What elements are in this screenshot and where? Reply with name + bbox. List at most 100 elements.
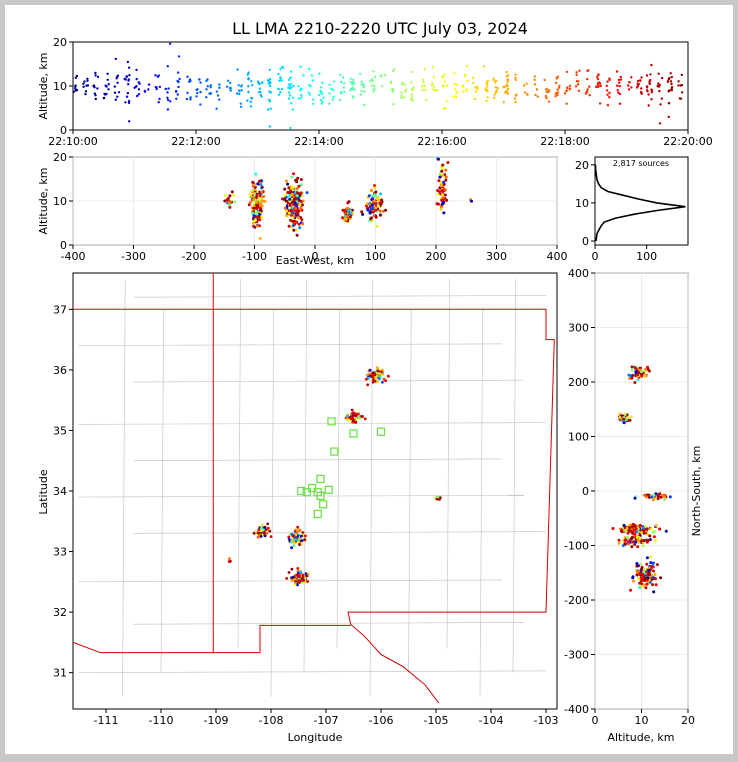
ew-altitude-point — [283, 206, 287, 210]
ns-altitude-point — [639, 576, 643, 580]
ew-altitude-point — [223, 199, 227, 203]
time-altitude-point — [506, 78, 509, 81]
time-altitude-point — [647, 104, 650, 107]
time-altitude-point — [425, 98, 428, 102]
time-altitude-point — [373, 84, 376, 88]
ew-panel-ytick-label: 0 — [60, 239, 67, 252]
time-altitude-point — [229, 89, 232, 92]
ew-altitude-point — [289, 218, 293, 222]
time-altitude-point — [627, 84, 630, 87]
plan-view-point — [295, 573, 299, 577]
time-altitude-point — [189, 96, 192, 99]
plan-view-point — [252, 531, 256, 535]
time-altitude-point — [322, 96, 325, 100]
plan-view-point — [299, 570, 302, 574]
ew-altitude-point — [435, 202, 439, 206]
ew-altitude-point — [439, 207, 443, 211]
time-altitude-point — [352, 78, 355, 82]
time-altitude-point — [86, 84, 90, 87]
ns-altitude-point — [652, 569, 655, 573]
plan-view-point — [435, 497, 439, 501]
time-altitude-point — [565, 102, 568, 105]
ew-altitude-point — [258, 179, 261, 183]
county-line — [133, 379, 525, 383]
time-altitude-point — [616, 84, 619, 87]
time-altitude-point — [268, 90, 271, 93]
ew-altitude-point — [441, 193, 445, 197]
ew-altitude-point — [252, 216, 255, 220]
ns-altitude-point — [630, 545, 634, 549]
county-line — [133, 458, 503, 462]
ew-panel-xtick-label: -300 — [121, 250, 146, 263]
time-altitude-point — [372, 87, 376, 90]
time-altitude-point — [175, 97, 178, 101]
time-altitude-point — [238, 89, 241, 93]
time-altitude-point — [331, 98, 335, 101]
ns-altitude-point — [643, 577, 647, 581]
time-altitude-point — [639, 79, 642, 83]
ew-altitude-point — [360, 210, 364, 214]
time-altitude-point — [246, 99, 249, 102]
ew-altitude-point — [438, 175, 442, 179]
time-altitude-point — [250, 96, 253, 100]
plan-view-point — [269, 535, 273, 538]
plan-view-point — [228, 557, 231, 561]
ew-altitude-point — [290, 184, 294, 188]
ew-altitude-point — [295, 204, 298, 208]
time-altitude-point — [339, 73, 342, 77]
time-altitude-point — [290, 86, 293, 89]
time-altitude-point — [598, 102, 602, 105]
time-altitude-point — [124, 101, 127, 104]
time-altitude-point — [157, 101, 160, 104]
time-altitude-point — [400, 91, 403, 94]
ns-altitude-point — [645, 562, 649, 566]
time-altitude-point — [269, 107, 272, 111]
ew-altitude-point — [284, 179, 288, 183]
ew-altitude-point — [437, 179, 441, 183]
ew-altitude-point — [283, 187, 287, 191]
time-altitude-point — [125, 75, 128, 79]
time-panel-ytick-label: 20 — [53, 36, 67, 49]
ns-altitude-point — [631, 540, 635, 544]
time-altitude-point — [588, 94, 591, 97]
ns-panel-ytick-label: -300 — [564, 649, 589, 662]
time-altitude-point — [289, 82, 293, 86]
plan-view-point — [285, 577, 289, 580]
time-altitude-point — [279, 67, 282, 71]
ns-altitude-point — [646, 367, 650, 371]
time-altitude-point — [209, 86, 212, 89]
ns-altitude-point — [643, 568, 647, 572]
time-altitude-point — [423, 84, 427, 88]
time-altitude-point — [299, 65, 302, 69]
plan-view-point — [374, 376, 377, 380]
time-altitude-point — [205, 79, 208, 83]
time-altitude-point — [166, 108, 170, 111]
county-line — [446, 279, 451, 649]
time-altitude-point — [278, 79, 281, 83]
time-altitude-point — [319, 89, 322, 93]
ns-altitude-point — [654, 583, 658, 587]
time-altitude-point — [659, 103, 662, 106]
plan-view-point — [436, 495, 440, 499]
time-altitude-point — [578, 69, 581, 73]
time-altitude-point — [330, 87, 333, 90]
ns-panel-ytick-label: 300 — [568, 322, 589, 335]
time-altitude-point — [312, 102, 315, 106]
time-altitude-point — [332, 88, 335, 92]
ns-altitude-point — [632, 579, 635, 583]
time-altitude-point — [506, 84, 509, 88]
plan-view-point — [296, 567, 300, 570]
time-altitude-point — [94, 74, 97, 77]
time-panel-ytick-label: 10 — [53, 80, 67, 93]
ew-altitude-point — [439, 183, 443, 187]
ew-altitude-point — [257, 198, 261, 202]
ns-panel-ytick-label: -200 — [564, 594, 589, 607]
altitude-histogram-panel: 2,817 sources 0 100 0 10 20 — [575, 156, 689, 263]
time-altitude-point — [392, 88, 395, 91]
ew-altitude-point — [296, 216, 300, 220]
ew-altitude-point — [283, 194, 287, 197]
ew-altitude-point — [294, 179, 298, 183]
time-altitude-point — [679, 84, 682, 87]
ns-altitude-point — [630, 376, 634, 380]
